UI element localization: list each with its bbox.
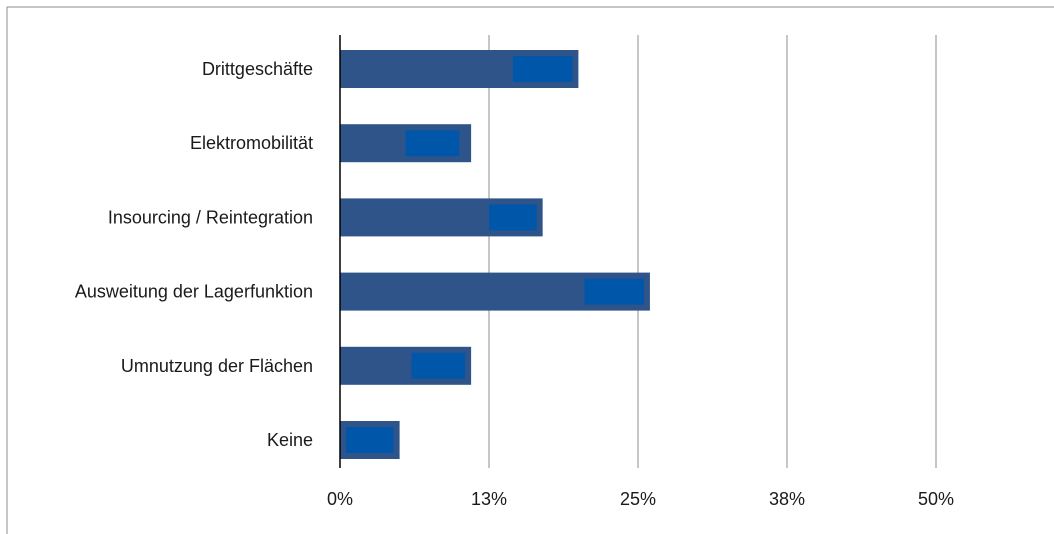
bar-highlight-3 bbox=[584, 278, 644, 305]
x-tick-label: 38% bbox=[769, 489, 805, 509]
x-tick-label: 13% bbox=[471, 489, 507, 509]
category-label: Ausweitung der Lagerfunktion bbox=[75, 282, 313, 302]
category-label: Umnutzung der Flächen bbox=[121, 356, 313, 376]
x-tick-label: 50% bbox=[918, 489, 954, 509]
bar-highlight-5 bbox=[345, 427, 394, 453]
bar-highlight-2 bbox=[489, 204, 537, 231]
bar-highlight-0 bbox=[512, 56, 573, 82]
category-label: Elektromobilität bbox=[190, 133, 313, 153]
x-tick-label: 0% bbox=[327, 489, 353, 509]
category-label: Insourcing / Reintegration bbox=[108, 207, 313, 227]
category-label: Drittgeschäfte bbox=[202, 59, 313, 79]
bar-highlight-4 bbox=[411, 352, 466, 379]
x-tick-label: 25% bbox=[620, 489, 656, 509]
labels: 0% 13% 25% 38% 50% Drittgeschäfte Elektromobil… bbox=[75, 59, 954, 509]
category-label: Keine bbox=[267, 430, 313, 450]
grid-lines bbox=[488, 35, 937, 468]
bars bbox=[340, 50, 650, 459]
bar-highlight-1 bbox=[405, 130, 460, 157]
